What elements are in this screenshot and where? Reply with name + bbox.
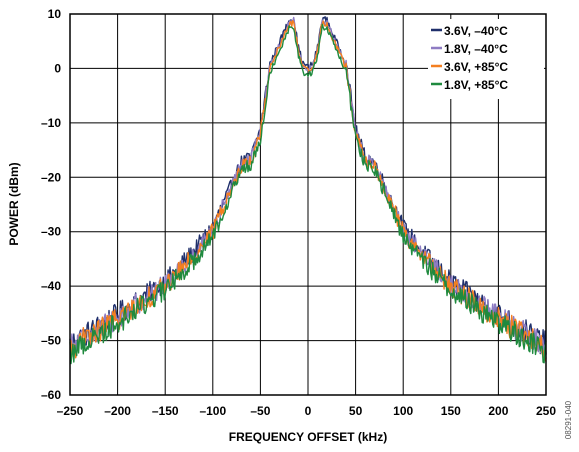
plot-frame: [69, 13, 547, 396]
y-tick-label: –60: [41, 388, 61, 402]
x-tick-label: 200: [488, 404, 508, 418]
x-tick-label: –50: [250, 404, 270, 418]
x-tick-label: 50: [349, 404, 363, 418]
series-lines: [69, 16, 547, 365]
y-tick-label: –40: [41, 279, 61, 293]
x-tick-label: 100: [393, 404, 413, 418]
y-tick-label: 0: [54, 61, 61, 75]
legend: 3.6V, –40°C 1.8V, –40°C 3.6V, +85°C 1.8V, +…: [431, 24, 508, 92]
y-tick-label: –30: [41, 225, 61, 239]
x-tick-label: 150: [441, 404, 461, 418]
legend-label: 1.8V, +85°C: [444, 78, 508, 92]
x-tick-label: –250: [57, 404, 84, 418]
x-tick-label: –200: [104, 404, 131, 418]
series-line: [69, 23, 547, 365]
y-tick-label: –50: [41, 334, 61, 348]
x-tick-label: –150: [152, 404, 179, 418]
legend-label: 1.8V, –40°C: [444, 42, 508, 56]
legend-box: [428, 19, 544, 99]
x-tick-labels: –250 –200 –150 –100 –50 0 50 100 150 200 250: [57, 404, 557, 418]
figure-id: 08291-040: [564, 400, 573, 439]
series-line: [69, 20, 547, 362]
x-tick-label: –100: [199, 404, 226, 418]
x-axis-label: FREQUENCY OFFSET (kHz): [229, 430, 387, 444]
y-tick-label: –20: [41, 170, 61, 184]
y-tick-label: –10: [41, 116, 61, 130]
y-tick-label: 10: [48, 7, 62, 21]
x-tick-label: 0: [305, 404, 312, 418]
legend-label: 3.6V, +85°C: [444, 60, 508, 74]
y-axis-label: POWER (dBm): [7, 162, 21, 245]
y-tick-labels: 10 0 –10 –20 –30 –40 –50 –60: [41, 7, 61, 402]
x-tick-label: 250: [536, 404, 556, 418]
legend-label: 3.6V, –40°C: [444, 24, 508, 38]
